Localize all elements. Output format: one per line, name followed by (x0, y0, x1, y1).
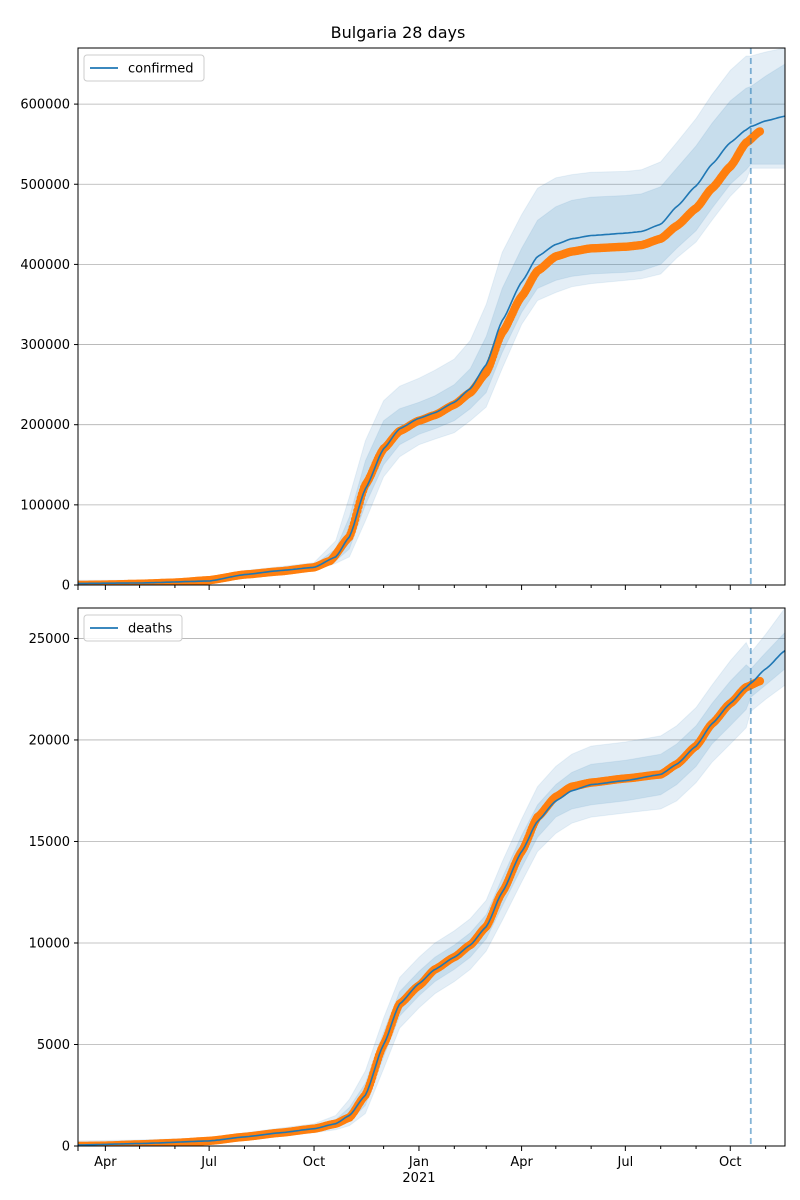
x-tick-label: Jul (617, 1155, 634, 1170)
y-tick-label: 600000 (20, 98, 70, 113)
observed-point (755, 676, 765, 686)
x-tick-label: Apr (510, 1155, 533, 1170)
deaths-panel: 0 5000 10000 15000 20000 25000 Apr Jul Oct Jan Apr… (29, 607, 786, 1170)
legend-label: confirmed (128, 62, 194, 77)
legend: deaths (83, 614, 183, 642)
axes-frame (77, 607, 786, 1147)
observed-point (755, 127, 765, 136)
x-tick-label: Jul (200, 1155, 217, 1170)
plot-area (78, 48, 785, 585)
x-tick-label: Apr (94, 1155, 117, 1170)
uncertainty-band (78, 608, 785, 1146)
x-tick-label: Jan (408, 1155, 429, 1170)
x-tick-label: Oct (719, 1155, 741, 1170)
legend: confirmed (83, 54, 205, 82)
model-line (78, 115, 785, 585)
x-tick-label: Oct (303, 1155, 325, 1170)
y-tick-label: 200000 (20, 418, 70, 433)
axes-frame (77, 47, 786, 586)
legend-box (83, 54, 205, 82)
y-tick-label: 300000 (20, 338, 70, 353)
chart-title: Bulgaria 28 days (331, 23, 466, 42)
model-line (78, 649, 785, 1146)
y-tick-label: 10000 (29, 936, 70, 951)
y-tick-label: 0 (62, 579, 70, 594)
plot-area (78, 608, 785, 1146)
y-tick-label: 5000 (37, 1038, 70, 1053)
y-tick-label: 500000 (20, 178, 70, 193)
y-tick-label: 15000 (29, 835, 70, 850)
uncertainty-band (78, 48, 785, 584)
y-tick-label: 100000 (20, 498, 70, 513)
uncertainty-band (78, 63, 785, 584)
y-tick-label: 25000 (29, 632, 70, 647)
y-tick-label: 400000 (20, 258, 70, 273)
legend-box (83, 614, 183, 642)
x-year-label: 2021 (402, 1171, 435, 1186)
confirmed-panel: 0 100000 200000 300000 400000 500000 600000 con… (20, 47, 786, 594)
legend-label: deaths (128, 622, 173, 637)
uncertainty-band (78, 631, 785, 1146)
y-tick-label: 0 (62, 1140, 70, 1155)
y-tick-label: 20000 (29, 733, 70, 748)
